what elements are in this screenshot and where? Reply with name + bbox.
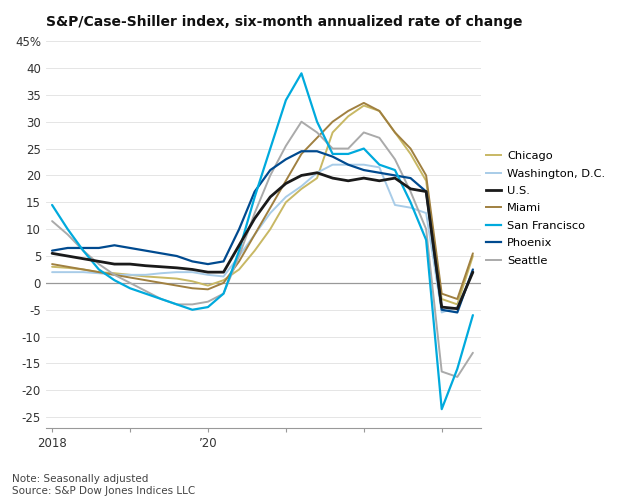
Text: S&P/Case-Shiller index, six-month annualized rate of change: S&P/Case-Shiller index, six-month annual…	[46, 15, 523, 29]
Text: Source: S&P Dow Jones Indices LLC: Source: S&P Dow Jones Indices LLC	[12, 486, 196, 496]
Legend: Chicago, Washington, D.C., U.S., Miami, San Francisco, Phoenix, Seattle: Chicago, Washington, D.C., U.S., Miami, …	[486, 151, 605, 266]
Text: Note: Seasonally adjusted: Note: Seasonally adjusted	[12, 474, 149, 484]
